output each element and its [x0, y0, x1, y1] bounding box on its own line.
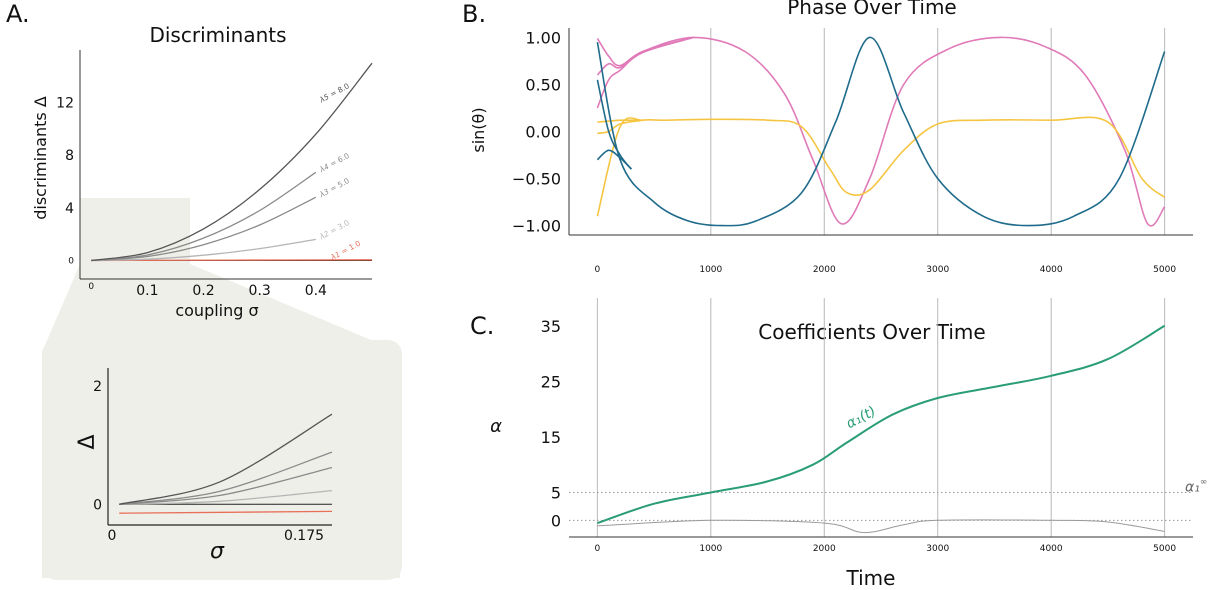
y-tick-label: 35	[541, 317, 561, 336]
x-tick-label: 4000	[1040, 265, 1063, 275]
x-tick-label: 0.3	[249, 283, 271, 299]
zoom-inset-background	[42, 340, 402, 580]
y-tick-label: 0	[68, 256, 74, 266]
inset-x-tick-label: 0.175	[284, 528, 324, 544]
series-line	[596, 36, 1166, 227]
series-label: λ3 = 5.0	[317, 176, 351, 200]
series-label: λ5 = 8.0	[317, 81, 351, 105]
x-tick-label: 2000	[813, 265, 836, 275]
inset-xlabel: σ	[210, 539, 225, 564]
series-line	[597, 119, 643, 135]
y-tick-label: 12	[56, 96, 74, 112]
series-line	[596, 36, 695, 109]
panel-c-letter: C.	[470, 312, 494, 340]
y-tick-label: 0.50	[525, 75, 561, 94]
y-tick-label: 0.00	[525, 123, 561, 142]
inset-y-tick-label: 0	[93, 497, 102, 513]
y-tick-label: 8	[65, 148, 74, 164]
panel-a-ylabel: discriminants Δ	[31, 96, 50, 220]
panel-a-letter: A.	[6, 0, 30, 28]
x-tick-label: 1000	[699, 544, 722, 554]
series-line	[91, 196, 317, 262]
x-tick-label: 4000	[1040, 544, 1063, 554]
panel-a-title: Discriminants	[149, 23, 286, 47]
y-tick-label: 0	[551, 511, 561, 530]
y-tick-label: 4	[65, 201, 74, 217]
panel-a-inset-plot: 0 2 0 0.175	[93, 368, 333, 544]
panel-c-xlabel: Time	[846, 566, 896, 590]
panel-c-title: Coefficients Over Time	[758, 320, 985, 344]
x-tick-label: 0	[594, 544, 600, 554]
inset-series-line	[119, 466, 333, 505]
inset-series-line	[119, 451, 333, 505]
series-line	[596, 116, 1166, 217]
panel-c-plot: α₁∞ 35 25 15 5 0 0 1000 2000 3000 4000 5000 α₁(t)	[541, 298, 1207, 554]
series-label: α₁(t)	[844, 403, 879, 432]
inset-x-tick-label: 0	[108, 528, 117, 544]
series-line	[596, 149, 632, 170]
panel-b-title: Phase Over Time	[787, 0, 956, 19]
panel-b-letter: B.	[462, 0, 486, 28]
y-tick-label: −0.50	[512, 170, 561, 189]
y-tick-label: 1.00	[525, 28, 561, 47]
x-tick-label: 1000	[699, 265, 722, 275]
x-tick-label: 3000	[926, 544, 949, 554]
panel-c-ylabel: α	[490, 416, 502, 437]
series-line	[596, 36, 695, 76]
series-label: λ2 = 3.0	[317, 218, 351, 242]
x-tick-label: 0.2	[192, 283, 214, 299]
x-tick-label: 0	[594, 265, 600, 275]
x-tick-label: 2000	[813, 544, 836, 554]
series-line	[91, 238, 316, 262]
series-line	[91, 171, 317, 262]
series-line	[597, 519, 1165, 534]
x-tick-label: 5000	[1153, 265, 1176, 275]
x-tick-label: 5000	[1153, 544, 1176, 554]
series-line	[91, 62, 373, 262]
inset-series-line	[119, 489, 333, 505]
inset-y-tick-label: 2	[93, 379, 102, 395]
reference-line-label: α₁∞	[1185, 478, 1207, 496]
series-label: λ1 = 1.0	[329, 239, 363, 263]
x-tick-label: 0.1	[136, 283, 158, 299]
inset-ylabel: Δ	[75, 434, 100, 449]
panel-a-xlabel: coupling σ	[175, 301, 258, 320]
zoom-region	[80, 198, 190, 264]
x-tick-label: 0	[88, 282, 94, 292]
y-tick-label: 25	[541, 372, 561, 391]
panel-b-ylabel: sin(θ)	[469, 107, 488, 152]
x-tick-label: 3000	[926, 265, 949, 275]
y-tick-label: −1.00	[512, 217, 561, 236]
inset-series-line	[119, 413, 333, 505]
series-line	[597, 324, 1166, 525]
series-line	[597, 119, 643, 123]
panel-b-plot: 1.00 0.50 0.00 −0.50 −1.00 0 1000 2000 3000 4000 5…	[512, 28, 1193, 275]
x-tick-label: 0.4	[305, 283, 327, 299]
y-tick-label: 5	[551, 484, 561, 503]
inset-series-line	[119, 510, 333, 514]
series-line	[596, 79, 633, 170]
y-tick-label: 15	[541, 428, 561, 447]
series-line	[596, 36, 1166, 227]
series-label: λ4 = 6.0	[317, 151, 351, 175]
